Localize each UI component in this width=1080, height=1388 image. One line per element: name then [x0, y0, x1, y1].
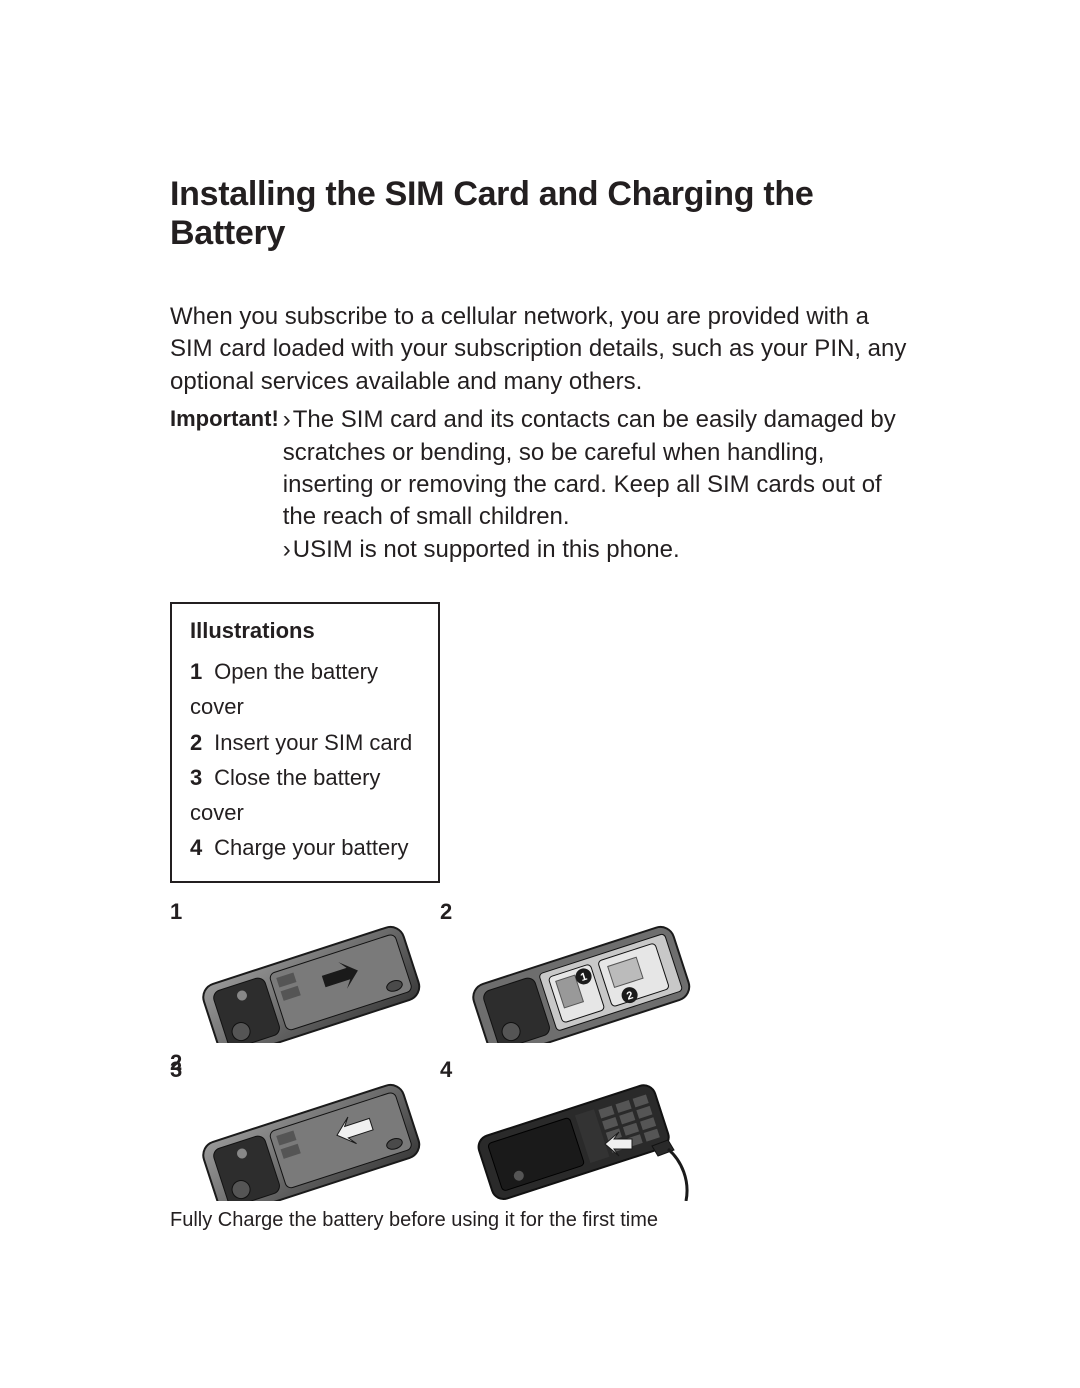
diagram-4-number: 4	[440, 1057, 452, 1083]
illus-step-3: 3 Close the battery cover	[190, 760, 420, 830]
diagram-caption: Fully Charge the battery before using it…	[170, 1209, 710, 1232]
phone-charge-icon	[462, 1051, 702, 1201]
illustrations-heading: Illustrations	[190, 618, 420, 644]
phone-insert-sim-icon: 1 2	[462, 893, 702, 1043]
illus-step-1: 1 Open the battery cover	[190, 654, 420, 724]
important-note-1: ›The SIM card and its contacts can be ea…	[283, 404, 910, 534]
diagram-4: 4	[440, 1051, 710, 1201]
diagrams-grid: 1	[170, 893, 710, 1232]
diagram-2-number: 2	[440, 899, 452, 925]
illus-step-2: 2 Insert your SIM card	[190, 725, 420, 760]
important-note-2: ›USIM is not supported in this phone.	[283, 534, 910, 566]
illustrations-box: Illustrations 1 Open the battery cover 2…	[170, 602, 440, 883]
phone-open-cover-icon	[192, 893, 432, 1043]
page-title: Installing the SIM Card and Charging the…	[170, 175, 910, 253]
diagram-2: 2 1 2	[440, 893, 710, 1043]
phone-close-cover-icon	[192, 1051, 432, 1201]
diagram-3: 3	[170, 1051, 440, 1201]
important-block: Important! ›The SIM card and its contact…	[170, 404, 910, 566]
intro-paragraph: When you subscribe to a cellular network…	[170, 301, 910, 398]
diagram-1: 1	[170, 893, 440, 1043]
important-label: Important!	[170, 404, 283, 566]
diagram-1-number: 1	[170, 899, 182, 925]
page-number: 2	[170, 1050, 182, 1076]
illus-step-4: 4 Charge your battery	[190, 830, 420, 865]
